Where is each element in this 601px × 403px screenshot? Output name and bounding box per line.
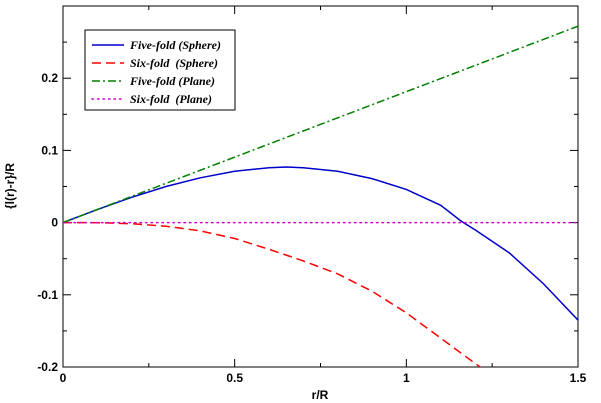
legend-label-4: Six-fold (Plane): [130, 92, 212, 106]
series-line-3: [63, 25, 578, 224]
y-axis-label: {l(r)-r}/R: [3, 163, 17, 209]
tick-labels: 0 0.5 1 1.5 -0.2 -0.1 0 0.1 0.2: [37, 71, 586, 385]
y-tick-label: 0.2: [41, 71, 58, 85]
legend: Five-fold (Sphere) Six-fold (Sphere) Five-…: [84, 29, 236, 111]
series-layer: [63, 25, 578, 367]
legend-label-3: Five-fold (Plane): [129, 74, 215, 88]
series-line-1: [63, 166, 578, 321]
series-line-2: [63, 221, 482, 367]
x-tick-label: 1.5: [570, 371, 587, 385]
x-tick-label: 0: [60, 371, 67, 385]
x-tick-label: 1: [403, 371, 410, 385]
legend-label-2: Six-fold (Sphere): [130, 56, 218, 70]
x-axis-label: r/R: [312, 388, 329, 402]
y-tick-label: 0.1: [41, 143, 58, 157]
y-tick-label: -0.2: [37, 360, 58, 374]
legend-box: [84, 29, 236, 111]
y-tick-label: 0: [51, 216, 58, 230]
legend-label-1: Five-fold (Sphere): [129, 38, 221, 52]
x-tick-label: 0.5: [226, 371, 243, 385]
y-tick-label: -0.1: [37, 288, 58, 302]
